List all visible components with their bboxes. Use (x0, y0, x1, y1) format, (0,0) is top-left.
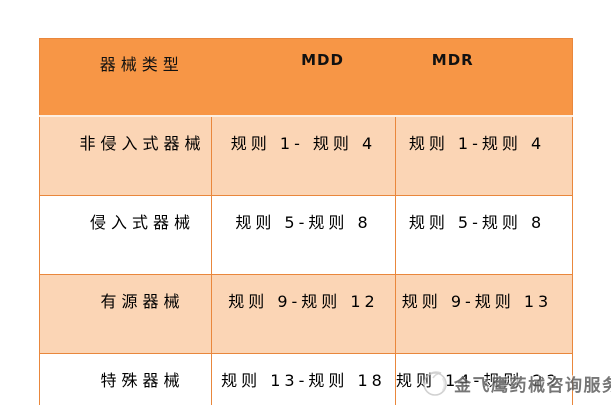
cell-mdr-rules: 规则 5-规则 8 (395, 195, 573, 275)
cell-device-type: 侵入式器械 (39, 195, 212, 275)
cell-mdd-rules: 规则 13-规则 18 (211, 353, 396, 405)
table-header-row: 器械类型 MDD MDR (39, 38, 573, 117)
header-cell-device-type: 器械类型 (39, 38, 212, 117)
cell-device-type: 有源器械 (39, 274, 212, 354)
table-row-noninvasive: 非侵入式器械 规则 1- 规则 4 规则 1-规则 4 (39, 115, 573, 196)
cell-mdd-rules: 规则 1- 规则 4 (211, 115, 396, 196)
header-cell-mdd: MDD (211, 38, 396, 117)
cell-mdd-rules: 规则 5-规则 8 (211, 195, 396, 275)
device-classification-table: 器械类型 MDD MDR 非侵入式器械 规则 1- 规则 4 规则 1-规则 4… (39, 38, 573, 405)
cell-mdr-rules: 规则 9-规则 13 (395, 274, 573, 354)
cell-device-type: 特殊器械 (39, 353, 212, 405)
cell-mdd-rules: 规则 9-规则 12 (211, 274, 396, 354)
table-row-invasive: 侵入式器械 规则 5-规则 8 规则 5-规则 8 (39, 195, 573, 275)
watermark: 金飞鹰药械咨询服务 (419, 363, 611, 399)
eagle-in-circle-logo-icon (423, 371, 447, 396)
cell-mdr-rules: 规则 1-规则 4 (395, 115, 573, 196)
cell-device-type: 非侵入式器械 (39, 115, 212, 196)
table-row-active: 有源器械 规则 9-规则 12 规则 9-规则 13 (39, 274, 573, 354)
header-cell-mdr: MDR (395, 38, 573, 117)
watermark-text: 金飞鹰药械咨询服务 (454, 376, 611, 396)
